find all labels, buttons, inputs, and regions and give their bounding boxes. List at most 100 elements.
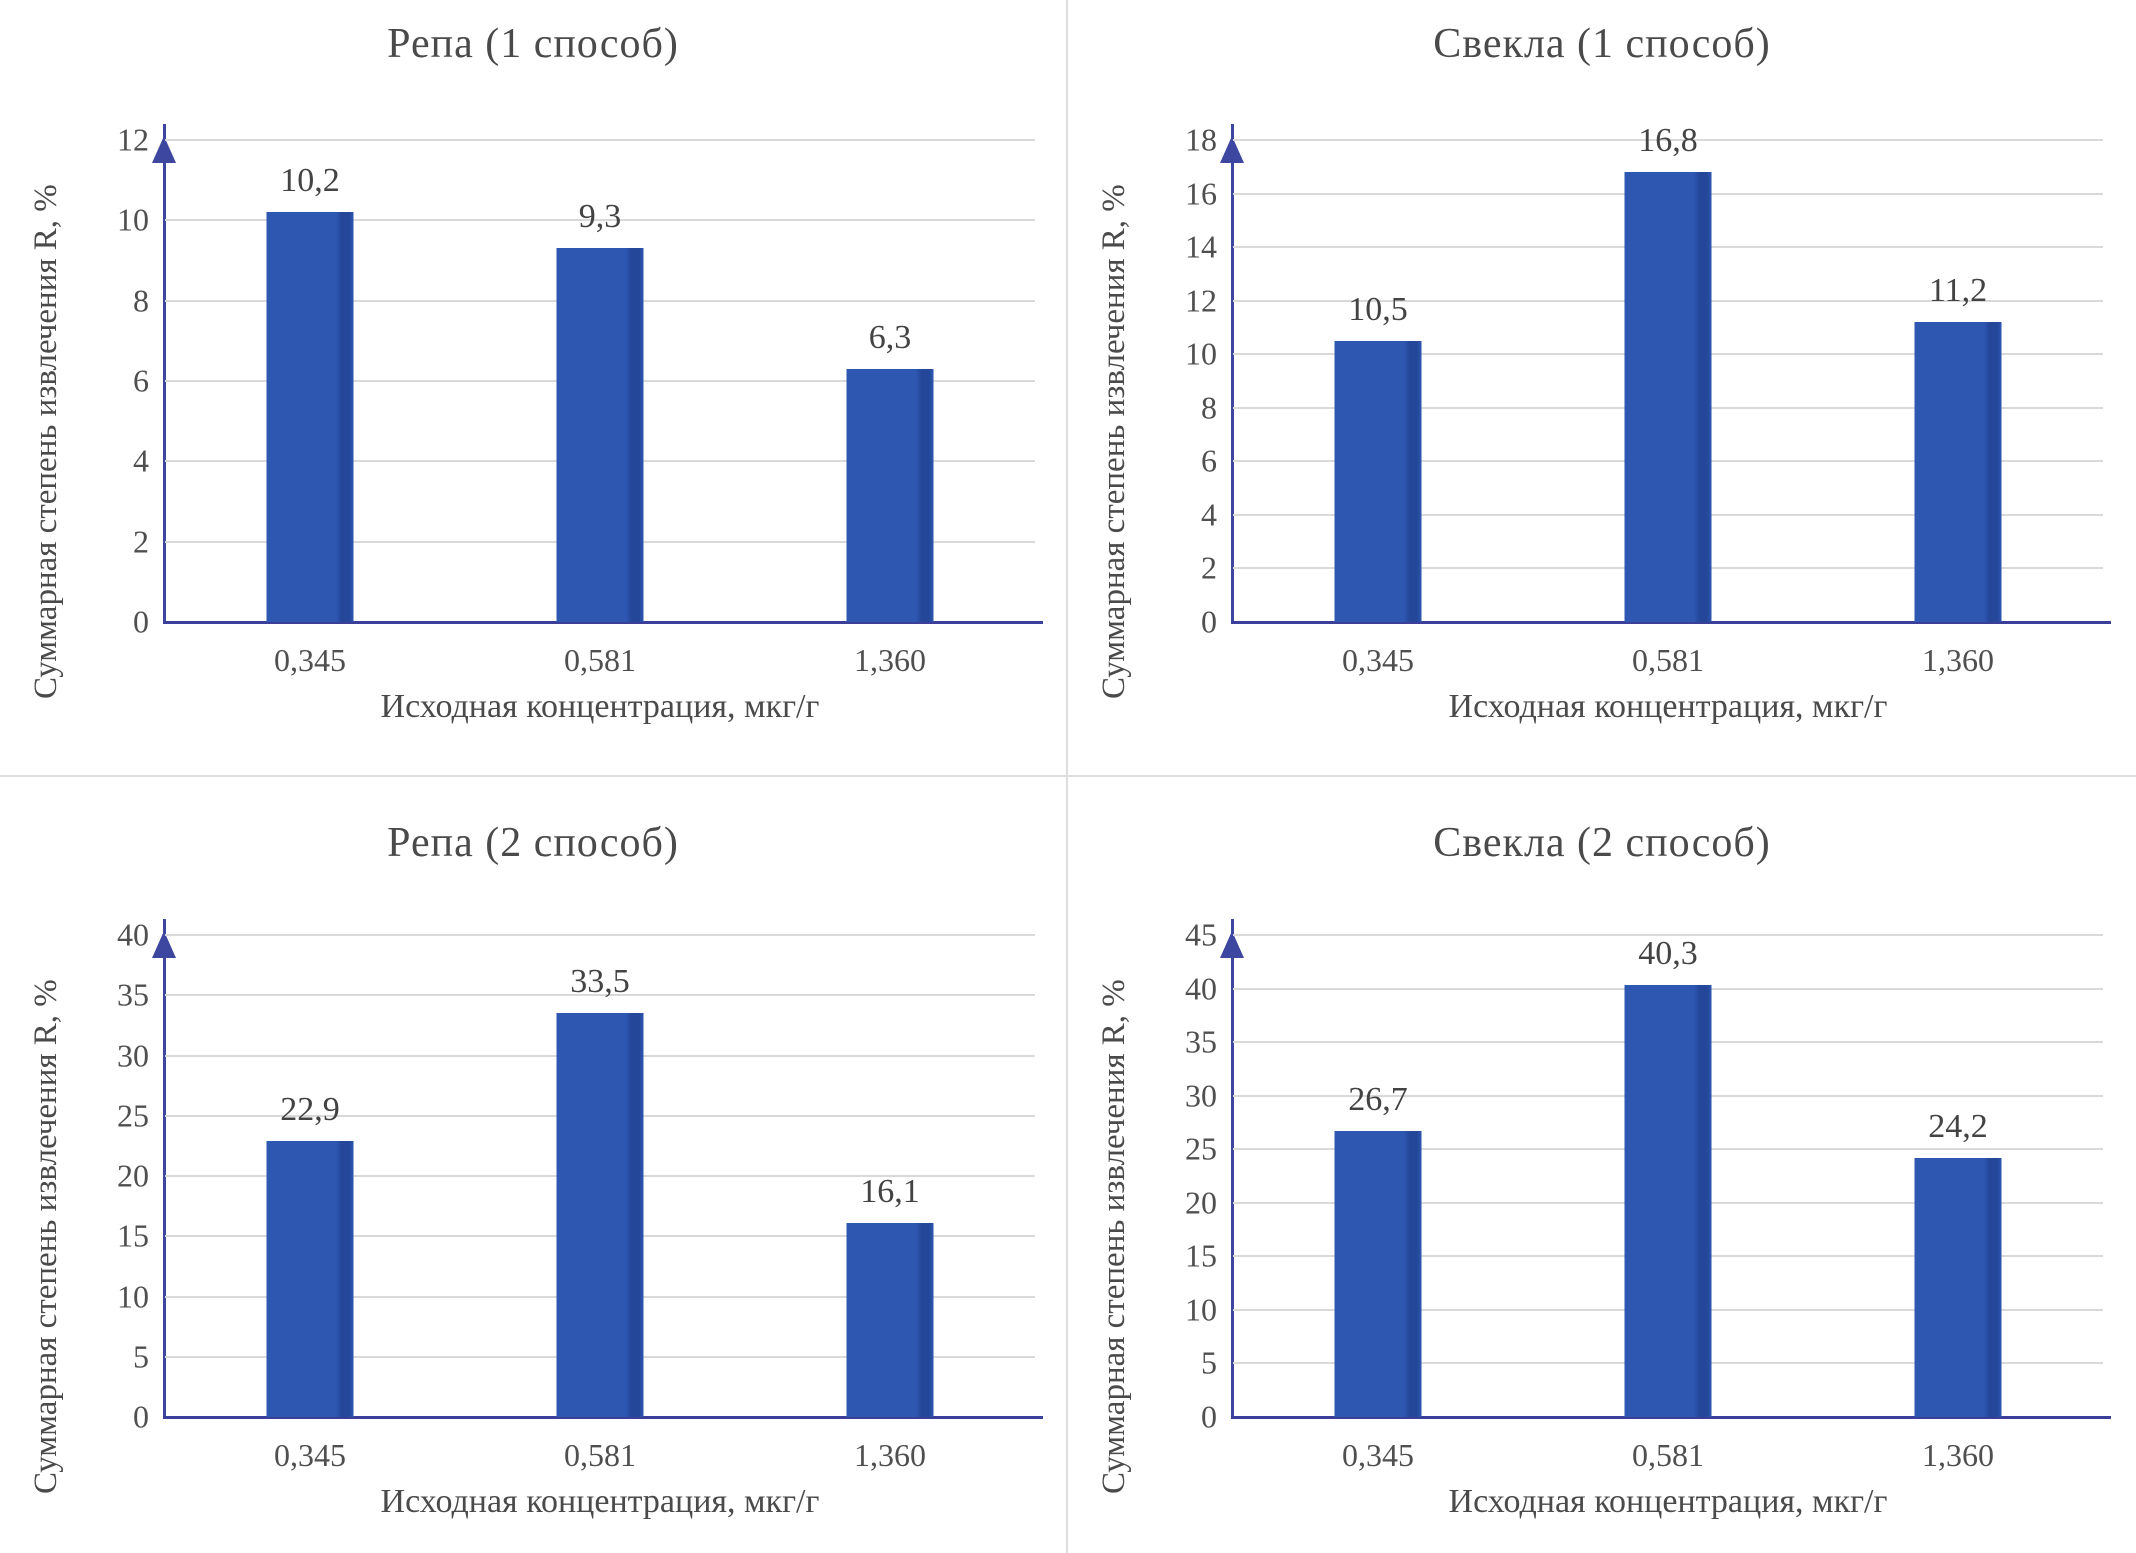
plot-area: Исходная концентрация, мкг/г 0 5 10 15 20 25 3…: [117, 917, 1043, 1520]
x-category-label: 1,360: [854, 642, 926, 678]
y-tick-label: 2: [133, 523, 149, 560]
y-tick-label: 20: [117, 1157, 149, 1194]
chart-svekla-method2: Свекла (2 способ) Суммарная степень извл…: [1068, 777, 2136, 1553]
bar-value-label: 16,1: [860, 1173, 920, 1210]
y-tick-label: 14: [1185, 228, 1217, 265]
bar: [1624, 985, 1712, 1417]
y-tick-label: 40: [1185, 970, 1217, 1007]
y-tick-label: 0: [133, 603, 149, 640]
bar: [556, 248, 644, 622]
y-tick-label: 4: [1201, 496, 1217, 533]
x-category-label: 0,345: [1341, 642, 1414, 678]
y-tick-label: 6: [133, 362, 149, 399]
bar: [846, 368, 934, 622]
chart-svekla-method1: Свекла (1 способ) Суммарная степень извл…: [1068, 0, 2136, 777]
chart-repa-method1: Репа (1 способ) Суммарная степень извлеч…: [0, 0, 1068, 777]
y-axis-line: [163, 919, 166, 1417]
y-tick-label: 45: [1185, 916, 1217, 953]
y-tick-label: 35: [117, 976, 149, 1013]
bar: [846, 1223, 934, 1417]
y-tick-label: 10: [1185, 1291, 1217, 1328]
y-axis-title: Суммарная степень извлечения R, %: [28, 979, 64, 1495]
y-tick-label: 10: [117, 1278, 149, 1314]
chart-repa-method2: Репа (2 способ) Суммарная степень извлеч…: [0, 777, 1068, 1553]
chart-title: Репа (2 способ): [387, 820, 679, 866]
y-axis-line: [1231, 124, 1234, 622]
y-tick-label: 12: [117, 121, 149, 158]
x-axis-title: Исходная концентрация, мкг/г: [380, 1483, 820, 1520]
chart-title: Репа (1 способ): [387, 21, 679, 67]
y-tick-label: 10: [1185, 335, 1217, 372]
y-axis-line: [163, 124, 166, 622]
x-category-label: 0,581: [1632, 1437, 1704, 1473]
y-axis-line: [1231, 919, 1234, 1417]
y-tick-label: 30: [1185, 1077, 1217, 1114]
x-axis-line: [1231, 1416, 2111, 1419]
x-category-label: 0,345: [273, 1437, 346, 1473]
x-axis-line: [163, 621, 1043, 624]
bar-value-label: 22,9: [280, 1091, 340, 1129]
gridline: [1233, 934, 2103, 936]
y-axis-title: Суммарная степень извлечения R, %: [28, 184, 64, 700]
plot-area: Исходная концентрация, мкг/г 0 2 4 6 8 10 12 14…: [1185, 122, 2111, 725]
bar-value-label: 10,2: [280, 162, 340, 200]
y-axis-title: Суммарная степень извлечения R, %: [1096, 979, 1132, 1495]
bar: [266, 212, 354, 622]
bar: [1624, 172, 1712, 622]
y-tick-label: 25: [117, 1097, 149, 1134]
bar: [1334, 1131, 1422, 1417]
y-tick-label: 0: [1201, 603, 1217, 640]
y-tick-label: 8: [1201, 389, 1217, 426]
x-axis-title: Исходная концентрация, мкг/г: [380, 688, 820, 725]
bar-value-label: 11,2: [1928, 272, 1988, 310]
bar-value-label: 26,7: [1348, 1081, 1408, 1119]
bar-value-label: 24,2: [1928, 1107, 1988, 1145]
x-axis-title: Исходная концентрация, мкг/г: [1448, 1483, 1888, 1520]
x-axis-title: Исходная концентрация, мкг/г: [1448, 688, 1888, 725]
x-category-label: 0,581: [564, 1437, 636, 1473]
y-tick-label: 4: [133, 442, 149, 479]
bar-value-label: 33,5: [570, 963, 630, 1001]
gridline: [165, 139, 1035, 141]
y-tick-label: 12: [1185, 282, 1217, 319]
x-category-label: 1,360: [854, 1437, 926, 1473]
y-tick-label: 15: [1185, 1237, 1217, 1274]
y-tick-label: 10: [117, 201, 149, 238]
y-tick-label: 25: [1185, 1130, 1217, 1167]
x-category-label: 0,345: [1341, 1437, 1414, 1473]
x-axis-line: [1231, 621, 2111, 624]
y-tick-label: 16: [1185, 175, 1217, 212]
y-tick-label: 5: [133, 1338, 149, 1375]
plot-area: Исходная концентрация, мкг/г 0 5 10 15 20 25 3…: [1185, 917, 2111, 1520]
chart-title: Свекла (1 способ): [1433, 21, 1771, 67]
bar: [266, 1141, 354, 1417]
x-category-label: 0,581: [1632, 642, 1704, 678]
y-tick-label: 15: [117, 1217, 149, 1254]
x-category-label: 1,360: [1922, 642, 1994, 678]
y-tick-label: 18: [1185, 121, 1217, 158]
bar: [556, 1013, 644, 1417]
y-tick-label: 6: [1201, 442, 1217, 479]
x-axis-line: [163, 1416, 1043, 1419]
y-tick-label: 8: [133, 282, 149, 319]
chart-title: Свекла (2 способ): [1433, 820, 1771, 866]
gridline: [165, 934, 1035, 936]
bar: [1914, 1157, 2002, 1417]
y-tick-label: 5: [1201, 1344, 1217, 1381]
x-category-label: 0,581: [564, 642, 636, 678]
bar-value-label: 40,3: [1638, 935, 1698, 973]
gridline: [1233, 139, 2103, 141]
plot-area: Исходная концентрация, мкг/г 0 2 4 6 8 10 12 10…: [117, 122, 1043, 725]
gridline: [165, 994, 1035, 997]
y-tick-label: 0: [133, 1398, 149, 1435]
bar-value-label: 9,3: [578, 198, 622, 236]
bar: [1914, 322, 2002, 622]
y-tick-label: 20: [1185, 1184, 1217, 1221]
y-tick-label: 2: [1201, 549, 1217, 586]
gridline: [165, 219, 1035, 222]
y-tick-label: 35: [1185, 1023, 1217, 1060]
y-tick-label: 40: [117, 916, 149, 953]
x-category-label: 0,345: [273, 642, 346, 678]
bar-value-label: 10,5: [1348, 290, 1408, 328]
